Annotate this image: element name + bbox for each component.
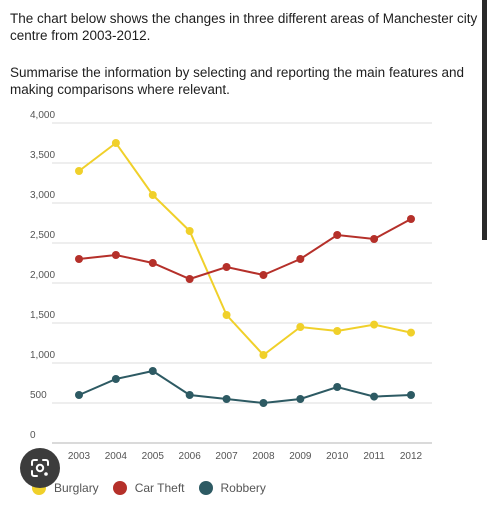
data-point-burglary <box>296 323 305 331</box>
data-point-robbery <box>259 399 268 407</box>
data-point-robbery <box>407 391 415 399</box>
data-point-car-theft <box>370 235 379 243</box>
data-point-car-theft <box>148 259 157 267</box>
x-tick-label: 2007 <box>215 451 238 462</box>
data-point-burglary <box>407 328 415 337</box>
y-tick-label: 3,000 <box>30 190 55 201</box>
lens-glyph <box>31 459 49 477</box>
y-tick-label: 1,500 <box>30 310 55 321</box>
y-tick-label: 2,000 <box>30 270 55 281</box>
data-point-car-theft <box>185 275 194 283</box>
data-point-car-theft <box>222 263 231 271</box>
data-point-car-theft <box>407 215 415 223</box>
legend-label-car-theft: Car Theft <box>134 481 185 495</box>
data-point-car-theft <box>333 231 342 239</box>
legend-item-car-theft: Car Theft <box>112 481 185 495</box>
data-point-robbery <box>333 383 342 391</box>
y-tick-label: 500 <box>30 390 47 401</box>
x-tick-label: 2005 <box>142 451 165 462</box>
data-point-burglary <box>259 351 268 359</box>
data-point-burglary <box>222 311 231 319</box>
data-point-burglary <box>333 327 342 335</box>
data-point-robbery <box>296 395 305 403</box>
data-point-robbery <box>222 395 231 403</box>
y-tick-label: 4,000 <box>30 110 55 121</box>
data-point-burglary <box>111 139 120 147</box>
x-tick-label: 2012 <box>400 451 423 462</box>
window-edge <box>482 0 487 240</box>
x-tick-label: 2006 <box>179 451 202 462</box>
chart-description: The chart below shows the changes in thr… <box>10 11 478 43</box>
legend-label-burglary: Burglary <box>54 481 99 495</box>
x-tick-label: 2011 <box>363 451 385 462</box>
y-tick-label: 0 <box>30 430 36 441</box>
x-tick-label: 2009 <box>289 451 312 462</box>
x-tick-label: 2004 <box>105 451 128 462</box>
y-tick-label: 3,500 <box>30 150 55 161</box>
series-line-car-theft <box>78 218 412 281</box>
x-tick-label: 2010 <box>326 451 349 462</box>
data-point-car-theft <box>75 255 83 263</box>
x-tick-label: 2008 <box>252 451 275 462</box>
data-point-burglary <box>148 191 157 199</box>
data-point-burglary <box>370 320 379 329</box>
data-point-car-theft <box>296 255 305 263</box>
series-line-burglary <box>78 141 412 357</box>
data-point-car-theft <box>111 251 120 259</box>
chart-legend: Burglary Car Theft Robbery <box>32 481 280 495</box>
y-tick-label: 1,000 <box>30 350 55 361</box>
x-tick-label: 2003 <box>68 451 91 462</box>
y-tick-label: 2,500 <box>30 230 55 241</box>
data-point-robbery <box>370 392 379 401</box>
legend-item-robbery: Robbery <box>198 481 266 495</box>
google-lens-icon[interactable] <box>20 448 60 488</box>
legend-swatch-car-theft <box>112 481 127 495</box>
data-point-burglary <box>75 167 83 175</box>
legend-label-robbery: Robbery <box>220 481 266 495</box>
series-line-robbery <box>78 369 412 405</box>
task-instruction: Summarise the information by selecting a… <box>10 65 464 97</box>
data-point-burglary <box>185 227 194 235</box>
data-point-robbery <box>148 367 157 375</box>
legend-swatch-robbery <box>198 481 213 495</box>
data-point-car-theft <box>259 271 268 279</box>
data-point-robbery <box>185 391 194 399</box>
data-point-robbery <box>111 375 120 383</box>
data-point-robbery <box>75 391 83 399</box>
